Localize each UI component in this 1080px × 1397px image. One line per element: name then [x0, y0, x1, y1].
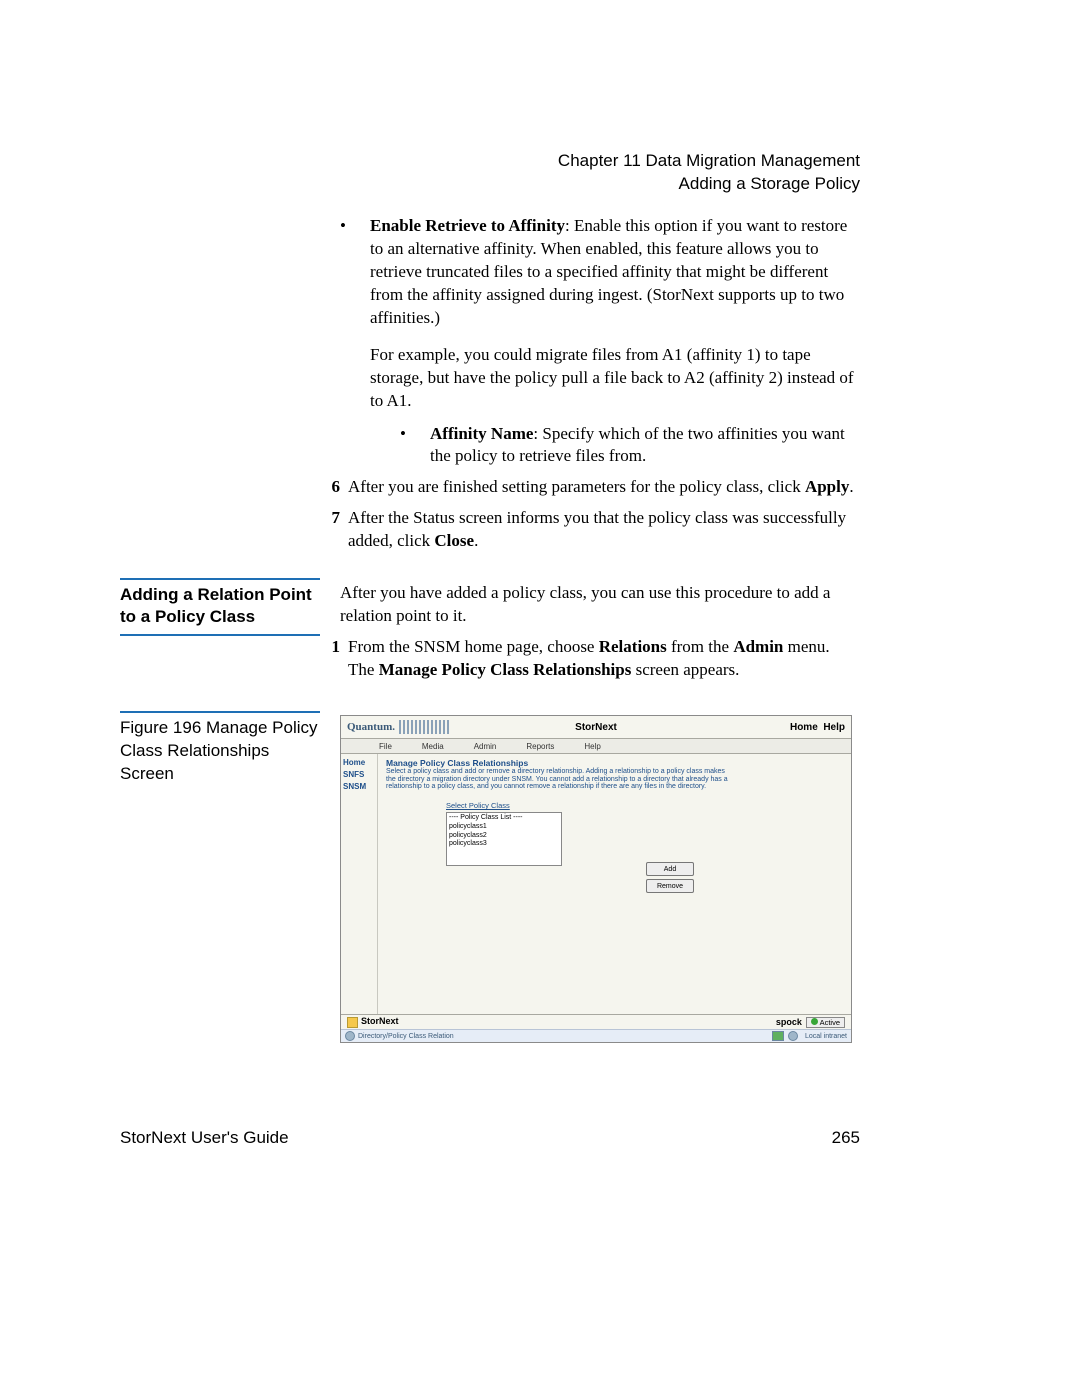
status-path: Directory/Policy Class Relation [358, 1033, 454, 1040]
app-title: StorNext [341, 722, 851, 733]
menu-file[interactable]: File [379, 742, 392, 751]
list-item[interactable]: policyclass1 [449, 823, 559, 832]
menu-help[interactable]: Help [584, 742, 600, 751]
step-fragment: screen appears. [631, 660, 739, 679]
footer-app-name: StorNext [347, 1016, 399, 1027]
menubar: File Media Admin Reports Help [341, 739, 851, 754]
list-item[interactable]: policyclass2 [449, 832, 559, 841]
sidebar-snfs[interactable]: SNFS [343, 770, 375, 779]
add-button[interactable]: Add [646, 862, 694, 876]
list-item[interactable]: policyclass3 [449, 840, 559, 849]
step-fragment: from the [667, 637, 734, 656]
step-text: After you are finished setting parameter… [348, 477, 805, 496]
menu-admin[interactable]: Admin [474, 742, 497, 751]
step-number: 6 [320, 476, 348, 499]
section-line: Adding a Storage Policy [558, 173, 860, 196]
figure-caption: Figure 196 Manage Policy Class Relations… [120, 711, 320, 786]
step-post: . [849, 477, 853, 496]
zone-icon [788, 1031, 798, 1041]
select-policy-label: Select Policy Class [446, 801, 843, 810]
step-fragment-bold: Admin [733, 637, 783, 656]
host-name: spock [776, 1017, 802, 1027]
bullet-title: Enable Retrieve to Affinity [370, 216, 565, 235]
step-number: 7 [320, 507, 348, 553]
embedded-screenshot: Quantum. StorNext Home Help File Media A… [340, 715, 852, 1043]
panel-description: Select a policy class and add or remove … [386, 768, 736, 791]
step-text: After the Status screen informs you that… [348, 508, 846, 550]
section-heading: Adding a Relation Point to a Policy Clas… [120, 580, 320, 636]
ie-icon [772, 1031, 784, 1041]
page-number: 265 [832, 1128, 860, 1148]
section-para: After you have added a policy class, you… [340, 582, 860, 628]
remove-button[interactable]: Remove [646, 879, 694, 893]
bullet-icon: • [400, 423, 430, 469]
section-intro: After you have added a policy class, you… [340, 582, 860, 682]
menu-reports[interactable]: Reports [526, 742, 554, 751]
content-block: • Enable Retrieve to Affinity: Enable th… [340, 215, 860, 553]
step-fragment-bold: Manage Policy Class Relationships [379, 660, 632, 679]
bullet-example: For example, you could migrate files fro… [370, 344, 860, 413]
step-bold: Apply [805, 477, 849, 496]
page-footer: StorNext User's Guide 265 [120, 1128, 860, 1148]
panel-title: Manage Policy Class Relationships [386, 758, 843, 768]
step-fragment-bold: Relations [599, 637, 667, 656]
status-dot-icon [811, 1018, 818, 1025]
menu-media[interactable]: Media [422, 742, 444, 751]
sub-bullet-title: Affinity Name [430, 424, 533, 443]
guide-name: StorNext User's Guide [120, 1128, 289, 1148]
globe-icon [345, 1031, 355, 1041]
step-bold: Close [434, 531, 474, 550]
list-header: ---- Policy Class List ---- [449, 814, 559, 823]
step-fragment: From the SNSM home page, choose [348, 637, 599, 656]
sidebar: Home SNFS SNSM [341, 754, 378, 1014]
policy-class-listbox[interactable]: ---- Policy Class List ---- policyclass1… [446, 812, 562, 866]
chapter-line: Chapter 11 Data Migration Management [558, 150, 860, 173]
step-post: . [474, 531, 478, 550]
bullet-icon: • [340, 215, 370, 468]
sidebar-home[interactable]: Home [343, 758, 375, 767]
status-active: Active [820, 1018, 840, 1027]
zone-text: Local intranet [805, 1033, 847, 1040]
sidebar-snsm[interactable]: SNSM [343, 782, 375, 791]
page-header: Chapter 11 Data Migration Management Add… [558, 150, 860, 196]
step-number: 1 [320, 636, 348, 682]
section-heading-box: Adding a Relation Point to a Policy Clas… [120, 578, 320, 636]
